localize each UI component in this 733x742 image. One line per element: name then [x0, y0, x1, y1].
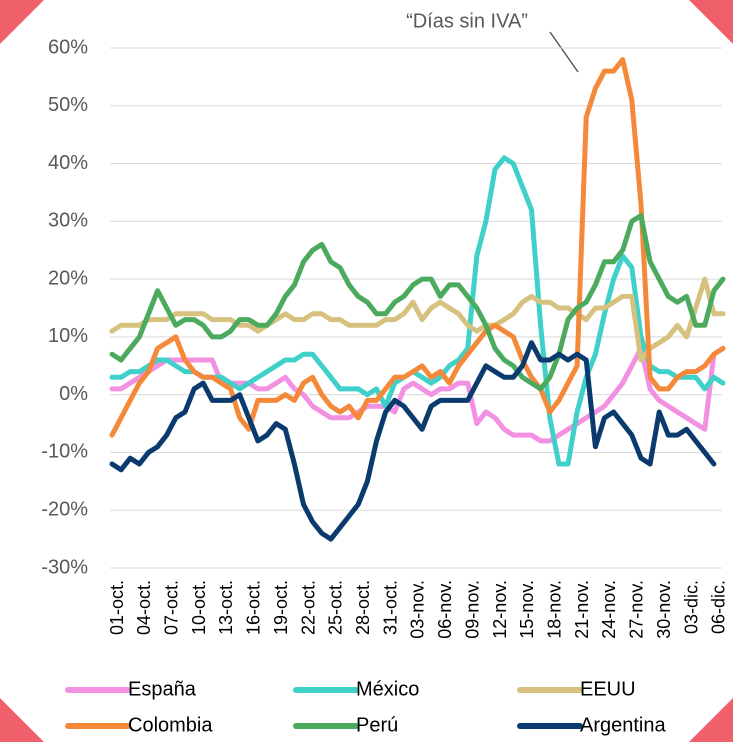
x-tick-label: 18-nov.	[545, 580, 565, 639]
y-tick-label: -30%	[41, 556, 88, 578]
series-line	[109, 57, 726, 438]
x-tick-label: 16-oct.	[244, 580, 264, 635]
legend-label: EEUU	[580, 678, 636, 700]
series-line	[109, 213, 726, 392]
y-tick-label: 20%	[48, 267, 88, 289]
annotation: “Días sin IVA”	[406, 10, 528, 32]
x-tick-label: 28-oct.	[353, 580, 373, 635]
x-tick-label: 22-oct.	[298, 580, 318, 635]
y-tick-label: 50%	[48, 94, 88, 116]
y-tick-label: 60%	[48, 36, 88, 58]
series-line	[109, 345, 726, 444]
x-tick-label: 04-oct.	[134, 580, 154, 635]
x-tick-label: 03-nov.	[408, 580, 428, 639]
x-tick-label: 06-nov.	[435, 580, 455, 639]
corner-decoration	[0, 698, 44, 742]
x-tick-label: 12-nov.	[490, 580, 510, 639]
x-tick-label: 27-nov.	[627, 580, 647, 639]
annotation-leader	[549, 31, 579, 73]
legend-label: México	[356, 678, 419, 700]
series-line	[109, 340, 717, 542]
x-tick-label: 07-oct.	[161, 580, 181, 635]
x-tick-label: 01-oct.	[107, 580, 127, 635]
x-tick-label: 25-oct.	[326, 580, 346, 635]
x-tick-label: 30-nov.	[654, 580, 674, 639]
corner-decoration	[0, 0, 44, 44]
x-tick-label: 03-dic.	[681, 580, 701, 634]
x-tick-label: 15-nov.	[517, 580, 537, 639]
y-tick-label: 10%	[48, 325, 88, 347]
legend-label: Argentina	[580, 714, 666, 736]
x-tick-label: 19-oct.	[271, 580, 291, 635]
x-tick-label: 09-nov.	[462, 580, 482, 639]
y-tick-label: 30%	[48, 210, 88, 232]
x-tick-label: 10-oct.	[189, 580, 209, 635]
x-tick-label: 24-nov.	[599, 580, 619, 639]
x-tick-label: 13-oct.	[216, 580, 236, 635]
y-tick-label: -20%	[41, 499, 88, 521]
legend-label: Perú	[356, 714, 398, 736]
x-tick-label: 21-nov.	[572, 580, 592, 639]
x-tick-label: 06-dic.	[709, 580, 729, 634]
x-tick-label: 31-oct.	[380, 580, 400, 635]
series-line	[109, 276, 726, 363]
legend-label: España	[128, 678, 197, 700]
corner-decoration	[689, 698, 733, 742]
y-tick-label: 0%	[59, 383, 88, 405]
y-tick-label: -10%	[41, 441, 88, 463]
corner-decoration	[689, 0, 733, 44]
y-tick-label: 40%	[48, 152, 88, 174]
legend-label: Colombia	[128, 714, 213, 736]
